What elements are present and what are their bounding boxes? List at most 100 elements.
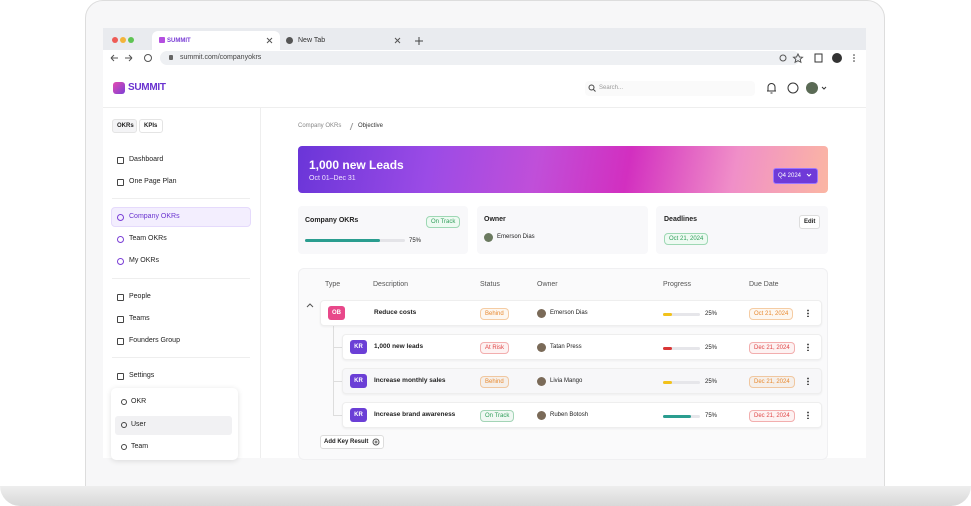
progress-track	[663, 313, 700, 316]
banner-dates: Oct 01–Dec 31	[309, 175, 356, 182]
menu-icon	[117, 338, 124, 345]
lock	[169, 55, 173, 60]
description[interactable]: Reduce costs	[374, 309, 417, 316]
progress-label: 25%	[705, 345, 718, 351]
banner	[298, 146, 828, 193]
description[interactable]: Increase monthly sales	[374, 377, 446, 384]
progress-label: 25%	[705, 311, 718, 317]
divider	[112, 278, 250, 279]
owner: Livia Mango	[550, 378, 583, 384]
edit-button[interactable]	[799, 215, 820, 229]
kpi-tab[interactable]	[139, 119, 163, 133]
laptop-base	[0, 486, 971, 506]
description[interactable]: 1,000 new leads	[374, 343, 424, 350]
progress-track	[663, 347, 700, 350]
submenu-item[interactable]: User	[131, 420, 146, 428]
menu-icon	[117, 179, 124, 186]
divider	[112, 198, 250, 199]
tree-line	[333, 326, 334, 415]
kpi-tab[interactable]	[112, 119, 137, 133]
tab-icons	[266, 37, 401, 44]
menu-item[interactable]: Dashboard	[129, 156, 164, 163]
menu-item[interactable]: One Page Plan	[129, 178, 177, 185]
search-placeholder[interactable]: Search...	[599, 85, 624, 91]
progress-bar	[663, 381, 673, 384]
column-header[interactable]: Progress	[663, 281, 692, 288]
column-header[interactable]: Owner	[537, 281, 558, 288]
submenu-item[interactable]: Team	[131, 443, 149, 450]
progress-bar	[305, 239, 380, 242]
progress-label: 75%	[705, 413, 718, 419]
submenu-icon	[121, 399, 127, 405]
nav-buttons[interactable]	[108, 52, 158, 64]
edit-label[interactable]: Edit	[804, 219, 816, 225]
menu-item[interactable]: Company OKRs	[129, 213, 180, 220]
search-box[interactable]	[585, 81, 755, 96]
row[interactable]	[342, 402, 822, 428]
menu-item[interactable]: Teams	[129, 315, 150, 322]
owner: Ruben Botosh	[550, 412, 589, 418]
min-dot[interactable]	[120, 37, 126, 43]
row-menu[interactable]	[807, 343, 809, 351]
column-header[interactable]: Type	[325, 281, 341, 288]
progress-track	[663, 381, 700, 384]
add-button[interactable]	[320, 435, 384, 449]
quarter-button[interactable]	[773, 168, 818, 184]
menu-item[interactable]: My OKRs	[129, 257, 159, 264]
browser-icons[interactable]	[778, 52, 860, 64]
due-badge: Dec 21, 2024	[749, 410, 795, 422]
row-menu[interactable]	[807, 411, 809, 419]
due-badge: Dec 21, 2024	[749, 342, 795, 354]
logo[interactable]: SUMMIT	[128, 82, 166, 93]
type-badge: OB	[328, 306, 345, 320]
tree-line	[333, 347, 342, 348]
submenu-item[interactable]: OKR	[131, 398, 147, 405]
close-dot[interactable]	[112, 37, 118, 43]
add-label[interactable]: Add Key Result	[324, 439, 369, 445]
address-bar[interactable]	[160, 51, 800, 65]
tab-title[interactable]: SUMMIT	[167, 38, 191, 44]
url[interactable]: summit.com/companyokrs	[180, 54, 262, 61]
avatar	[537, 377, 546, 386]
add-icon	[372, 438, 380, 446]
menu-icon	[117, 373, 124, 380]
menu-item[interactable]: Team OKRs	[129, 235, 167, 242]
row[interactable]	[342, 368, 822, 394]
active-tab[interactable]	[152, 31, 280, 50]
status-badge: On Track	[480, 410, 515, 422]
tab-title[interactable]: New Tab	[298, 37, 326, 44]
menu-item[interactable]: People	[129, 293, 151, 300]
logo-mark	[113, 82, 125, 94]
row-menu[interactable]	[807, 377, 809, 385]
row-menu[interactable]	[807, 309, 809, 317]
kpi-tab-label[interactable]: OKRs	[117, 123, 134, 129]
progress-bar	[663, 347, 673, 350]
breadcrumb[interactable]: Company OKRs	[298, 123, 342, 129]
header-icons[interactable]	[765, 81, 831, 95]
menu-item[interactable]: Settings	[129, 372, 155, 379]
row[interactable]	[320, 300, 822, 326]
status-badge: Behind	[480, 308, 509, 320]
tab-logo	[159, 37, 165, 43]
menu-item[interactable]: Founders Group	[129, 337, 180, 344]
row[interactable]	[342, 334, 822, 360]
description[interactable]: Increase brand awareness	[374, 411, 456, 418]
sidebar-border	[260, 108, 261, 458]
submenu-icon	[121, 421, 127, 428]
tree-line	[333, 381, 342, 382]
collapse[interactable]	[306, 302, 314, 308]
max-dot[interactable]	[128, 37, 134, 43]
menu-icon	[117, 294, 124, 301]
quarter-label[interactable]: Q4 2024	[778, 173, 802, 179]
progress-bar	[663, 415, 691, 418]
progress-label: 75%	[409, 238, 422, 244]
column-header[interactable]: Description	[373, 281, 409, 288]
due-badge: Dec 21, 2024	[749, 376, 795, 388]
breadcrumb: Objective	[358, 123, 384, 129]
new-tab[interactable]	[414, 36, 424, 46]
menu-icon	[117, 236, 124, 243]
column-header[interactable]: Due Date	[749, 281, 779, 288]
chevron	[806, 173, 812, 177]
kpi-tab-label[interactable]: KPIs	[144, 123, 158, 129]
column-header[interactable]: Status	[480, 281, 500, 288]
